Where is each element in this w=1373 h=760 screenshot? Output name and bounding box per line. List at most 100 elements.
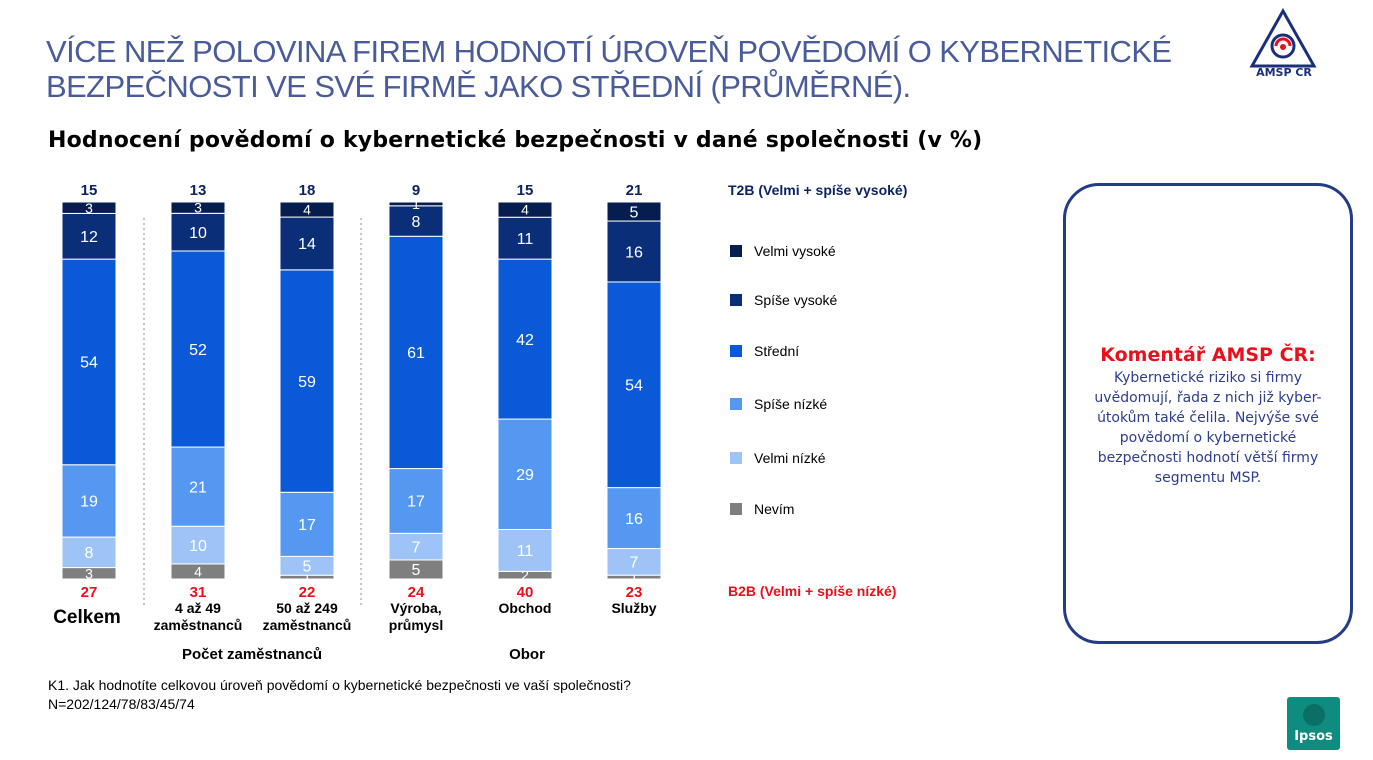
comment-title: Komentář AMSP ČR: — [1100, 344, 1316, 366]
legend-swatch — [730, 503, 742, 515]
data-label: 7 — [630, 555, 639, 572]
data-label: 4 — [521, 202, 529, 218]
category-label: zaměstnanců — [263, 617, 352, 633]
t2b-value: 18 — [299, 182, 316, 199]
data-label: 17 — [298, 517, 316, 534]
comment-box: Komentář AMSP ČR: Kybernetické riziko si… — [1063, 183, 1353, 644]
legend-swatch — [730, 452, 742, 464]
legend-swatch — [730, 294, 742, 306]
bar-segment — [497, 528, 553, 572]
legend-entry: Spíše nízké — [754, 396, 827, 412]
data-label: 1 — [630, 569, 638, 585]
bar-segment — [61, 212, 117, 260]
legend-entry: Velmi vysoké — [754, 243, 836, 259]
data-label: 54 — [625, 378, 643, 395]
footnote-question: K1. Jak hodnotíte celkovou úroveň povědo… — [48, 677, 631, 693]
data-label: 5 — [630, 204, 639, 221]
bar-segment — [606, 220, 662, 283]
legend-entry: Spíše vysoké — [754, 292, 837, 308]
bar-segment — [61, 258, 117, 466]
b2b-value: 22 — [299, 584, 316, 601]
category-label: 50 až 249 — [276, 600, 338, 616]
bar-segment — [170, 201, 226, 214]
footnote: K1. Jak hodnotíte celkovou úroveň povědo… — [48, 676, 631, 714]
category-label: Obchod — [499, 600, 552, 616]
t2b-label: T2B (Velmi + spíše vysoké) — [728, 182, 907, 198]
bar-segment — [497, 258, 553, 420]
bar-segment — [497, 418, 553, 530]
legend-swatch — [730, 398, 742, 410]
t2b-value: 21 — [626, 182, 643, 199]
data-label: 4 — [194, 564, 202, 580]
data-label: 3 — [85, 565, 93, 581]
bar-segment — [388, 468, 444, 534]
category-label: Služby — [611, 600, 656, 616]
category-label: zaměstnanců — [154, 617, 243, 633]
legend-swatch — [730, 345, 742, 357]
data-label: 16 — [625, 244, 643, 261]
legend-entry: Střední — [754, 343, 799, 359]
b2b-value: 40 — [517, 584, 534, 601]
bar-segment — [170, 525, 226, 565]
title-line-1: VÍCE NEŽ POLOVINA FIREM HODNOTÍ ÚROVEŇ P… — [46, 34, 1172, 69]
b2b-value: 31 — [190, 584, 207, 601]
bar-segment — [606, 548, 662, 576]
category-label: Výroba, — [390, 600, 441, 616]
bar-segment — [388, 205, 444, 237]
legend-swatch — [730, 245, 742, 257]
ipsos-logo-text: Ipsos — [1294, 729, 1333, 744]
title-line-2: BEZPEČNOSTI VE SVÉ FIRMĚ JAKO STŘEDNÍ (P… — [46, 69, 911, 104]
ipsos-logo: Ipsos — [1287, 697, 1340, 750]
data-label: 8 — [412, 214, 421, 231]
data-label: 29 — [516, 467, 534, 484]
category-label: Celkem — [53, 607, 121, 628]
bar-segment — [279, 201, 335, 218]
bar-segment — [61, 464, 117, 538]
bar-segment — [606, 487, 662, 550]
bar-segment — [170, 446, 226, 527]
data-label: 54 — [80, 355, 98, 372]
data-label: 5 — [412, 562, 421, 579]
data-label: 16 — [625, 511, 643, 528]
footnote-sample: N=202/124/78/83/45/74 — [48, 696, 195, 712]
legend-entry: Velmi nízké — [754, 450, 826, 466]
ipsos-mark-icon — [1303, 704, 1325, 726]
amsp-logo-icon — [1249, 8, 1317, 68]
data-label: 17 — [407, 494, 425, 511]
group-label: Obor — [509, 646, 545, 663]
data-label: 11 — [517, 543, 534, 560]
bar-segment — [497, 201, 553, 218]
data-label: 7 — [412, 539, 421, 556]
bar-segment — [388, 532, 444, 561]
data-label: 11 — [517, 231, 534, 248]
amsp-logo-text: AMSP ČR — [1256, 66, 1312, 79]
b2b-label: B2B (Velmi + spíše nízké) — [728, 583, 896, 599]
data-label: 3 — [194, 200, 202, 216]
bar-segment — [61, 536, 117, 569]
data-label: 5 — [303, 559, 312, 576]
data-label: 19 — [80, 494, 98, 511]
data-label: 10 — [189, 538, 207, 555]
t2b-value: 13 — [190, 182, 207, 199]
b2b-value: 23 — [626, 584, 643, 601]
data-label: 21 — [189, 479, 207, 496]
bar-segment — [61, 201, 117, 214]
category-label: průmysl — [389, 617, 443, 633]
data-label: 12 — [80, 229, 98, 246]
data-label: 52 — [189, 342, 207, 359]
comment-text: Kybernetické riziko si firmy uvědomují, … — [1094, 370, 1322, 486]
t2b-value: 9 — [412, 182, 420, 199]
t2b-value: 15 — [517, 182, 534, 199]
page-title: VÍCE NEŽ POLOVINA FIREM HODNOTÍ ÚROVEŇ P… — [46, 34, 1206, 104]
bar-segment — [606, 201, 662, 222]
data-label: 14 — [298, 236, 316, 253]
b2b-value: 27 — [81, 584, 98, 601]
group-label: Počet zaměstnanců — [182, 646, 322, 663]
data-label: 59 — [298, 374, 316, 391]
data-label: 1 — [412, 196, 420, 212]
bar-segment — [606, 281, 662, 489]
legend-entry: Nevím — [754, 501, 794, 517]
bar-segment — [279, 491, 335, 557]
data-label: 2 — [521, 567, 529, 583]
